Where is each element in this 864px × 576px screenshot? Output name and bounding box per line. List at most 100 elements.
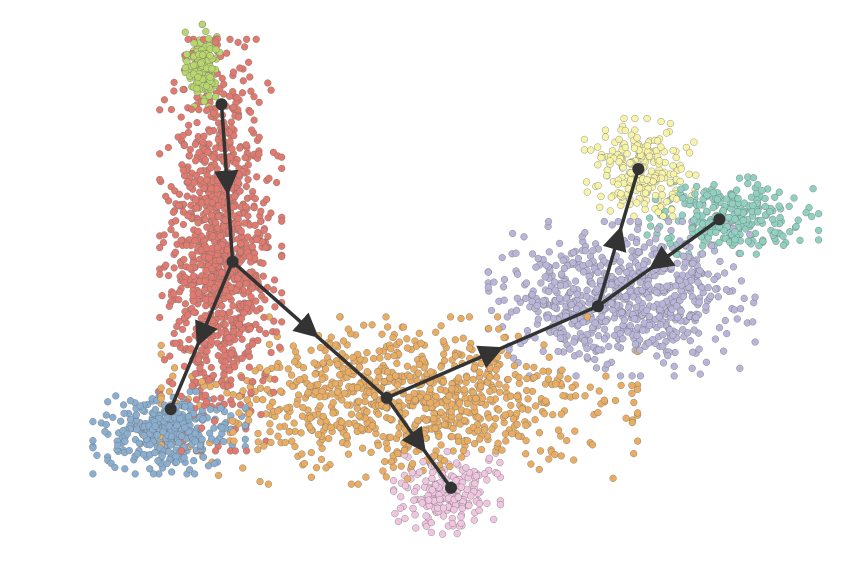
cell-point — [151, 449, 159, 457]
cell-point — [420, 429, 428, 438]
cell-point — [458, 504, 466, 512]
cell-point — [238, 89, 247, 97]
cell-point — [602, 317, 610, 326]
cell-point — [502, 437, 510, 445]
cell-point — [218, 269, 226, 277]
cell-point — [289, 382, 297, 390]
cell-point — [165, 302, 173, 310]
cell-point — [688, 364, 696, 372]
cell-point — [246, 325, 254, 333]
cell-point — [703, 207, 711, 215]
cell-point — [626, 287, 634, 295]
cell-point — [214, 202, 222, 210]
cell-point — [272, 328, 281, 336]
cell-point — [252, 297, 260, 305]
cell-point — [89, 418, 97, 426]
cell-point — [172, 231, 180, 239]
cell-point — [463, 437, 472, 445]
cell-point — [236, 187, 244, 195]
cell-point — [610, 331, 619, 339]
cell-point — [601, 126, 609, 134]
cell-point — [467, 492, 475, 500]
cell-point — [397, 462, 405, 470]
cell-point — [207, 363, 215, 372]
cell-point — [193, 119, 201, 127]
cell-point — [104, 398, 112, 406]
cell-point — [676, 177, 684, 185]
cell-point — [322, 464, 330, 472]
cell-point — [535, 465, 543, 474]
cell-point — [560, 264, 568, 272]
cell-point — [383, 445, 391, 453]
cell-point — [678, 217, 686, 226]
cell-point — [259, 259, 267, 267]
cell-point — [643, 176, 651, 184]
cell-point — [611, 396, 620, 405]
cell-point — [208, 65, 216, 73]
cell-point — [290, 419, 298, 427]
cell-point — [218, 309, 226, 317]
cell-point — [271, 375, 279, 383]
cell-point — [676, 276, 684, 284]
cell-point — [583, 344, 591, 353]
trajectory-node — [445, 481, 457, 494]
cell-point — [653, 352, 661, 360]
cell-point — [374, 367, 382, 376]
cell-point — [766, 208, 774, 216]
cell-point — [630, 144, 639, 152]
cell-point — [667, 263, 675, 272]
cell-point — [492, 366, 500, 374]
cell-point — [205, 328, 213, 336]
cell-point — [775, 202, 783, 210]
cell-point — [170, 264, 178, 272]
cell-point — [114, 441, 122, 449]
cell-point — [169, 372, 177, 380]
cell-point — [422, 416, 430, 424]
cell-point — [653, 137, 662, 145]
cell-point — [229, 103, 237, 111]
cell-point — [179, 220, 187, 229]
cell-point — [276, 343, 284, 351]
cell-point — [140, 432, 148, 440]
cell-point — [690, 138, 698, 146]
cell-point — [733, 315, 741, 323]
cell-point — [344, 450, 353, 458]
cell-point — [761, 195, 769, 203]
cell-point — [390, 352, 398, 360]
cell-point — [431, 424, 439, 432]
cell-point — [281, 438, 289, 447]
cell-point — [733, 186, 741, 194]
cell-point — [520, 233, 528, 241]
cell-point — [300, 459, 308, 468]
cell-point — [382, 403, 390, 412]
cell-point — [508, 430, 516, 438]
cell-point — [449, 519, 457, 528]
cell-point — [367, 448, 375, 456]
cell-point — [557, 410, 565, 418]
cell-point — [211, 38, 219, 46]
cell-point — [214, 471, 223, 479]
cell-point — [417, 339, 425, 347]
cell-point — [223, 49, 231, 57]
cell-point — [267, 209, 275, 217]
cell-point — [709, 204, 717, 212]
cell-point — [310, 359, 318, 367]
cell-point — [274, 432, 282, 440]
cell-point — [242, 279, 250, 287]
cell-point — [179, 166, 187, 174]
cell-point — [278, 253, 286, 261]
cell-point — [193, 85, 201, 93]
cell-point — [699, 242, 707, 250]
cell-point — [316, 402, 324, 410]
cell-point — [559, 256, 567, 264]
cell-point — [271, 303, 279, 311]
cell-point — [594, 409, 602, 417]
cell-point — [630, 450, 638, 458]
cell-point — [378, 330, 386, 338]
cell-point — [353, 404, 361, 412]
cell-point — [483, 476, 491, 484]
cell-point — [702, 358, 710, 366]
cell-point — [725, 213, 733, 222]
cell-point — [167, 441, 175, 449]
cell-point — [163, 414, 171, 422]
